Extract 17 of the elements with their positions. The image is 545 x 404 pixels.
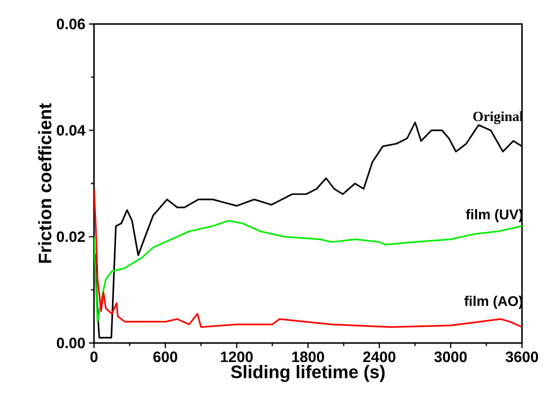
x-tick-label: 1800 xyxy=(292,352,324,362)
x-tick-label: 600 xyxy=(153,352,178,362)
series-label: film (UV) xyxy=(466,209,522,222)
series-label: film (AO) xyxy=(464,296,522,309)
y-tick-label: 0.02 xyxy=(56,231,85,242)
line-series xyxy=(94,188,522,328)
x-tick-label: 3000 xyxy=(434,352,467,362)
series-label: Original xyxy=(473,111,523,124)
x-tick-label: 3600 xyxy=(506,352,538,362)
x-axis-title: Sliding lifetime (s) xyxy=(231,365,385,382)
y-tick-label: 0.06 xyxy=(56,18,85,30)
y-axis-title: Friction coefficient xyxy=(38,103,52,263)
y-tick-label: 0.00 xyxy=(56,338,85,348)
y-tick-label: 0.04 xyxy=(56,125,86,136)
x-tick-label: 2400 xyxy=(363,352,396,362)
x-tick-label: 1200 xyxy=(220,352,253,362)
x-tick-label: 0 xyxy=(90,352,98,362)
